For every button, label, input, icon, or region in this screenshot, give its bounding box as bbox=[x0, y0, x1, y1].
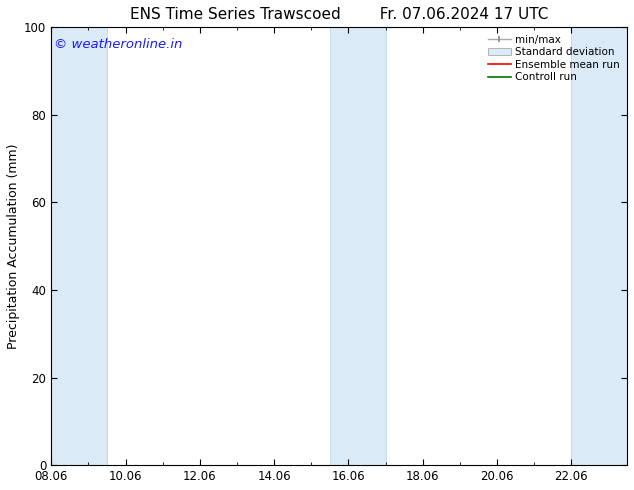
Legend: min/max, Standard deviation, Ensemble mean run, Controll run: min/max, Standard deviation, Ensemble me… bbox=[486, 32, 622, 84]
Y-axis label: Precipitation Accumulation (mm): Precipitation Accumulation (mm) bbox=[7, 144, 20, 349]
Text: © weatheronline.in: © weatheronline.in bbox=[54, 38, 183, 51]
Bar bbox=[571, 27, 627, 465]
Title: ENS Time Series Trawscoed        Fr. 07.06.2024 17 UTC: ENS Time Series Trawscoed Fr. 07.06.2024… bbox=[130, 7, 548, 22]
Bar bbox=[330, 27, 385, 465]
Bar bbox=[51, 27, 107, 465]
